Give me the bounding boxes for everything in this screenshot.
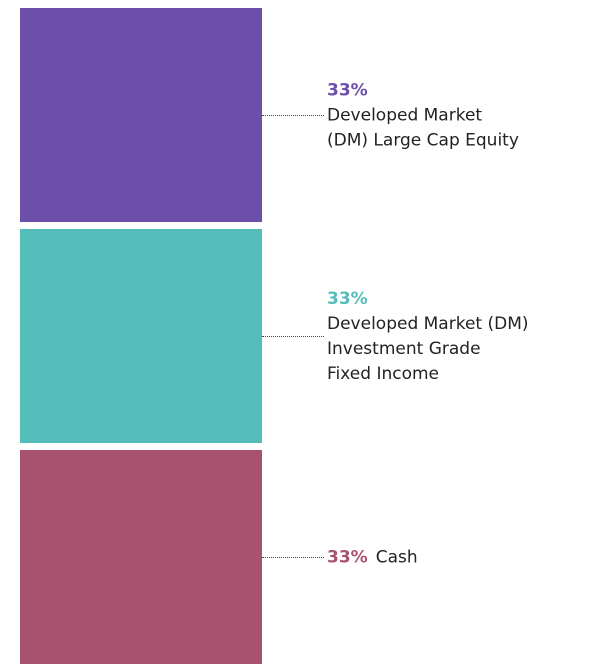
bar-segment <box>20 229 262 443</box>
segment-label: 33% Developed Market (DM) Large Cap Equit… <box>327 79 519 154</box>
percent-label: 33% <box>327 547 368 568</box>
bar-segment <box>20 8 262 222</box>
leader-line <box>262 336 324 337</box>
legend-label: Cash <box>375 547 418 568</box>
segment-label: 33% Developed Market (DM) Investment Grad… <box>327 287 529 387</box>
leader-line <box>262 557 324 558</box>
legend-label: Developed Market (DM) Investment Grade F… <box>327 314 529 384</box>
bar-segment <box>20 450 262 664</box>
segment-label: 33% Cash <box>327 546 418 571</box>
percent-label: 33% <box>327 289 368 309</box>
percent-label: 33% <box>327 80 368 101</box>
legend-label: Developed Market (DM) Large Cap Equity <box>327 105 519 151</box>
leader-line <box>262 115 324 116</box>
